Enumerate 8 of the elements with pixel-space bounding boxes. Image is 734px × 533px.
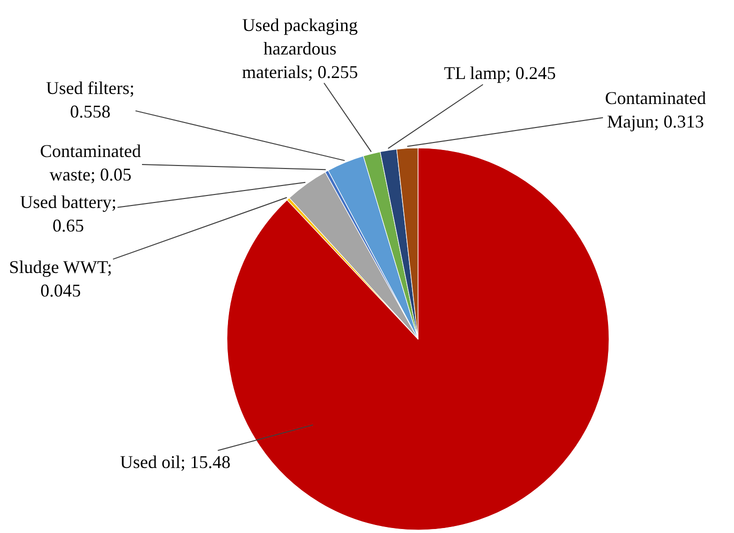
slice-label: TL lamp; 0.245 [444,63,556,83]
slice-label: Used packaging hazardous materials; 0.255 [242,15,358,82]
slice-label: Used oil; 15.48 [120,452,230,472]
slice-label: Sludge WWT; 0.045 [9,257,112,300]
slice-label: Contaminated waste; 0.05 [40,141,141,184]
slice-label: Contaminated Majun; 0.313 [605,88,706,132]
slice-label: Used filters; 0.558 [46,78,134,122]
slice-label: Used battery; 0.65 [20,192,116,236]
